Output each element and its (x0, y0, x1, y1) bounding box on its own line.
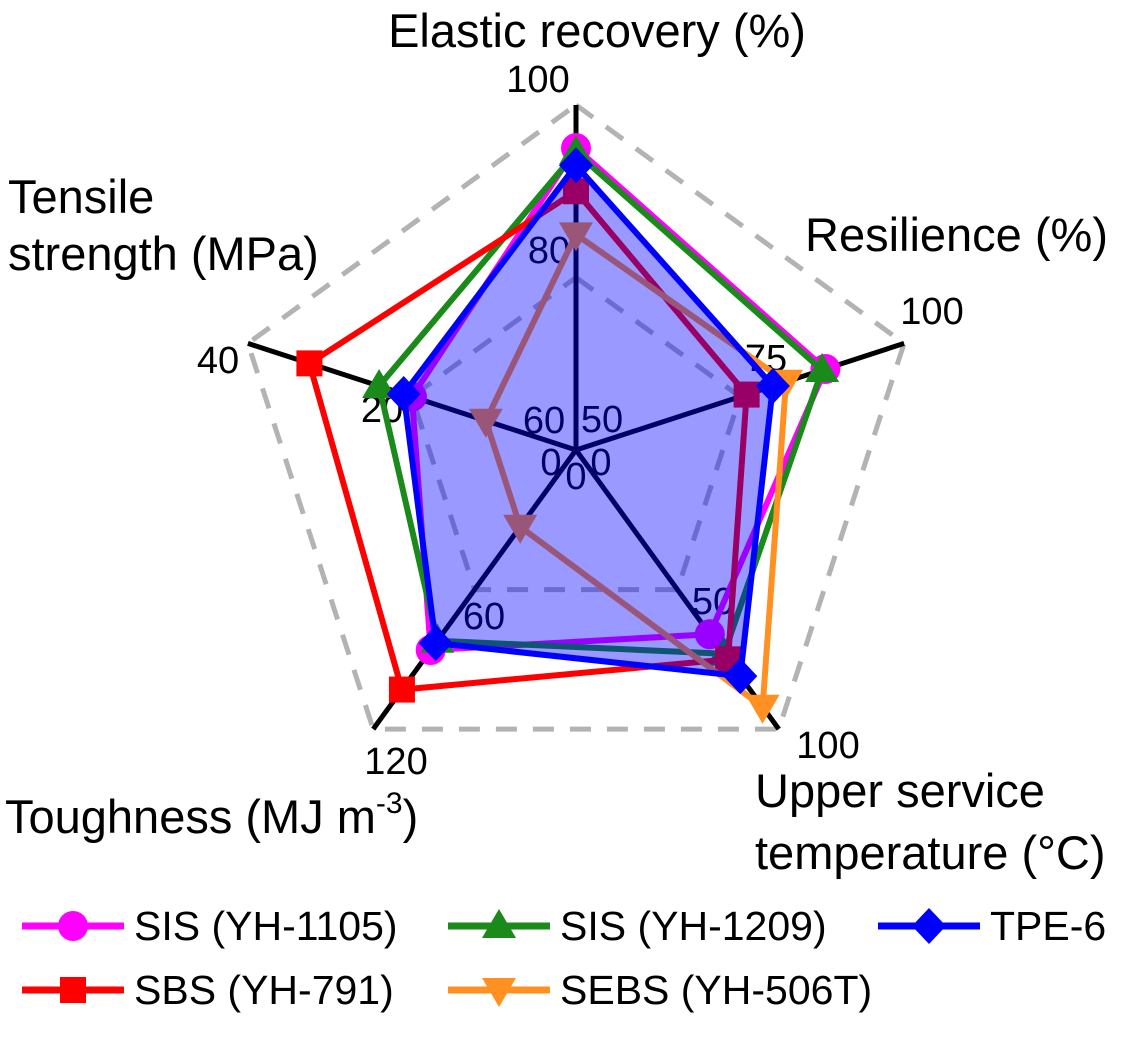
square-marker (60, 977, 86, 1003)
triangle-down-marker (482, 978, 516, 1007)
diamond-marker (418, 625, 453, 662)
axis-title-tensile-strength-line1: Tensile (8, 170, 154, 223)
legend-label: SIS (YH-1105) (134, 903, 398, 949)
series-TPE-6 (386, 147, 790, 695)
tick-label-toughness-60: 60 (463, 596, 505, 638)
diamond-marker (723, 658, 758, 695)
square-marker (296, 350, 323, 377)
series-polygon (305, 187, 750, 693)
tick-label-elastic-recovery-100: 100 (506, 59, 569, 101)
legend-label: SEBS (YH-506T) (560, 967, 872, 1013)
tick-label-toughness-120: 120 (364, 741, 427, 783)
circle-marker (58, 911, 88, 941)
axis-title-upper-service-temperature-line2: temperature (°C) (755, 826, 1106, 879)
triangle-up-marker (805, 353, 840, 382)
tick-label-elastic-recovery-60: 60 (523, 400, 565, 442)
tick-label-resilience-100: 100 (900, 291, 963, 333)
legend-label: SIS (YH-1209) (560, 903, 827, 949)
diamond-marker (755, 368, 790, 404)
tick-label-toughness-0: 0 (565, 456, 586, 498)
triangle-down-marker (468, 408, 503, 438)
legend: SIS (YH-1105) SIS (YH-1209) TPE-6 SBS (YH-7… (22, 903, 1106, 1013)
diamond-marker (912, 908, 946, 944)
square-marker (733, 381, 760, 408)
legend-item-SEBS (YH-506T): SEBS (YH-506T) (448, 967, 872, 1013)
axis-titles: Elastic recovery (%) Resilience (%) Upper … (5, 4, 1108, 879)
axis-title-resilience: Resilience (%) (805, 208, 1108, 261)
tick-label-resilience-50: 50 (581, 399, 623, 441)
axis-title-upper-service-temperature-line1: Upper service (755, 764, 1045, 817)
legend-label: SBS (YH-791) (134, 967, 394, 1013)
triangle-down-marker (559, 222, 593, 252)
axis-title-tensile-strength-line2: strength (MPa) (8, 227, 319, 280)
circle-marker (694, 619, 725, 650)
tick-label-upper-service-temperature-100: 100 (796, 725, 859, 767)
tick-label-tensile-strength-0: 0 (540, 442, 561, 484)
triangle-up-marker (362, 369, 397, 398)
grid-outer-pentagon (244, 101, 908, 732)
legend-item-SIS (YH-1105): SIS (YH-1105) (22, 903, 398, 949)
axis-title-elastic-recovery: Elastic recovery (%) (388, 4, 806, 57)
series-polygon (375, 148, 826, 657)
axis-title-toughness: Toughness (MJ m-3) (5, 787, 418, 843)
grid (244, 101, 908, 732)
triangle-down-marker (745, 694, 780, 724)
diamond-marker (559, 147, 593, 184)
diamond-marker (386, 376, 421, 412)
square-marker (388, 676, 415, 703)
tick-label-tensile-strength-40: 40 (197, 340, 239, 382)
legend-item-SIS (YH-1209): SIS (YH-1209) (448, 903, 827, 949)
series-polygon (400, 160, 777, 680)
tick-label-upper-service-temperature-0: 0 (590, 442, 611, 484)
triangle-up-marker (482, 909, 516, 938)
legend-item-SBS (YH-791): SBS (YH-791) (22, 967, 394, 1013)
legend-label: TPE-6 (990, 903, 1106, 949)
legend-item-TPE-6: TPE-6 (878, 903, 1106, 949)
triangle-down-marker (503, 514, 538, 544)
